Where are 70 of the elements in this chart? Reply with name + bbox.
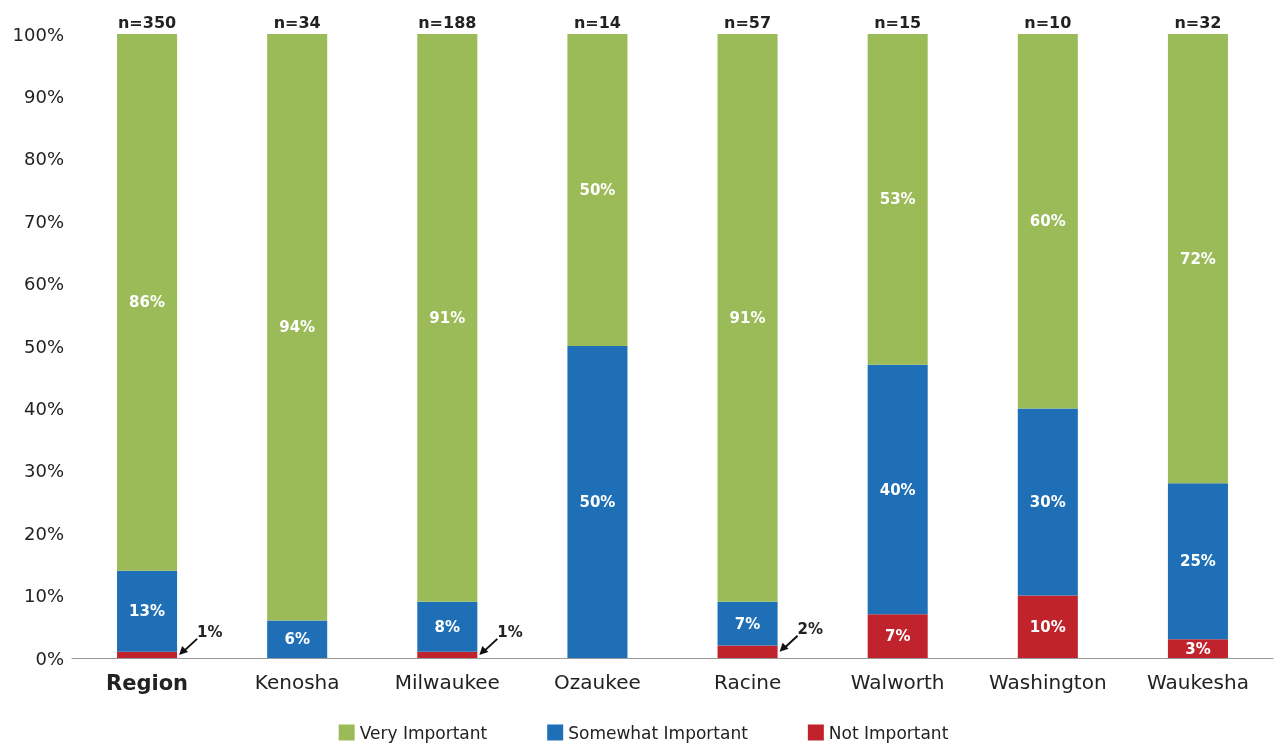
data-label: 7% bbox=[734, 614, 761, 633]
y-tick-label: 30% bbox=[23, 460, 64, 482]
text: n=15 bbox=[874, 12, 922, 32]
text: n=14 bbox=[573, 12, 621, 32]
x-tick-label: Waukesha bbox=[1146, 670, 1249, 694]
y-tick-label: 100% bbox=[12, 23, 64, 45]
data-label: 3% bbox=[1185, 639, 1211, 658]
x-tick-label: Milwaukee bbox=[394, 670, 500, 694]
x-tick-label: Racine bbox=[713, 670, 782, 694]
y-tick-label: 20% bbox=[23, 522, 64, 544]
bar bbox=[1017, 34, 1078, 409]
bar bbox=[717, 601, 778, 646]
x-tick-label: Walworth bbox=[850, 670, 945, 694]
y-tick-label: 60% bbox=[23, 273, 64, 295]
data-label: 53% bbox=[879, 190, 916, 209]
legend-label: Not Important bbox=[828, 722, 949, 743]
data-label: 60% bbox=[1029, 212, 1066, 231]
bar bbox=[417, 601, 478, 652]
data-label: 50% bbox=[579, 181, 616, 199]
bar bbox=[567, 34, 628, 346]
data-label: 6% bbox=[284, 630, 310, 649]
bar bbox=[1017, 595, 1078, 658]
bar bbox=[267, 34, 328, 621]
text: n=57 bbox=[724, 12, 772, 32]
data-label: 1% bbox=[497, 622, 523, 641]
data-label: 25% bbox=[1179, 552, 1216, 571]
legend-label: Somewhat Important bbox=[568, 722, 749, 743]
legend-label: Very Important bbox=[359, 722, 488, 743]
bar bbox=[117, 570, 178, 652]
data-label: 8% bbox=[434, 617, 461, 636]
data-label: 91% bbox=[729, 308, 766, 327]
text: n=10 bbox=[1024, 12, 1072, 32]
bar bbox=[1167, 34, 1228, 484]
x-tick-label: Kenosha bbox=[254, 670, 340, 694]
text: n=188 bbox=[418, 12, 477, 32]
y-tick-label: 90% bbox=[23, 85, 64, 107]
x-tick-label: Ozaukee bbox=[554, 670, 641, 694]
bar bbox=[417, 34, 478, 602]
y-tick-label: 0% bbox=[35, 647, 64, 669]
bar bbox=[867, 364, 928, 615]
bar bbox=[267, 620, 328, 658]
data-label: 13% bbox=[129, 602, 166, 621]
y-tick-label: 80% bbox=[23, 148, 64, 170]
data-label: 40% bbox=[879, 480, 916, 499]
bar bbox=[867, 614, 928, 658]
data-label: 91% bbox=[429, 308, 466, 327]
y-tick-label: 70% bbox=[23, 210, 64, 232]
data-label: 86% bbox=[129, 293, 166, 312]
data-label: 1% bbox=[197, 622, 223, 641]
data-label: 2% bbox=[797, 619, 824, 638]
data-label: 10% bbox=[1029, 617, 1066, 636]
data-label: 94% bbox=[279, 318, 316, 337]
data-label: 50% bbox=[579, 493, 616, 511]
bar bbox=[867, 34, 928, 365]
text: n=350 bbox=[117, 12, 177, 32]
bar bbox=[567, 346, 628, 658]
text: n=32 bbox=[1174, 12, 1222, 32]
bar bbox=[1167, 483, 1228, 640]
y-tick-label: 50% bbox=[23, 335, 64, 357]
x-tick-label: Region bbox=[106, 670, 189, 695]
data-label: 30% bbox=[1029, 493, 1066, 511]
bar bbox=[717, 34, 778, 602]
y-tick-label: 10% bbox=[23, 585, 64, 607]
y-tick-label: 40% bbox=[23, 397, 64, 419]
data-label: 7% bbox=[884, 627, 911, 646]
x-tick-label: Washington bbox=[989, 670, 1107, 694]
data-label: 72% bbox=[1179, 249, 1216, 268]
bar bbox=[1017, 408, 1078, 596]
text: n=34 bbox=[273, 12, 321, 32]
bar bbox=[117, 34, 178, 571]
